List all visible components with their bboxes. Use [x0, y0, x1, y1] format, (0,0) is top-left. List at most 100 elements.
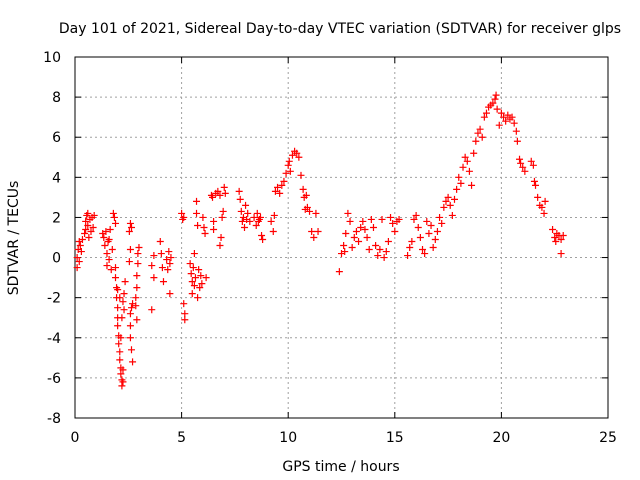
data-point: [87, 227, 95, 235]
data-point: [495, 121, 503, 129]
data-point: [299, 185, 307, 193]
data-point: [502, 117, 510, 125]
data-point: [508, 113, 516, 121]
axis-ticks: 0 5 10 15 20 25 -8 -6 -4 -2 0 2 4 6 8 10: [43, 50, 617, 446]
data-point: [527, 157, 535, 165]
data-point: [532, 181, 540, 189]
data-point: [376, 246, 384, 254]
data-point: [387, 213, 395, 221]
data-point: [127, 346, 135, 354]
data-point: [259, 236, 267, 244]
data-point: [513, 137, 521, 145]
data-point: [436, 213, 444, 221]
grid: [75, 57, 608, 418]
data-point: [166, 290, 174, 298]
data-point: [395, 215, 403, 223]
data-point: [180, 213, 188, 221]
x-tick-label: 15: [386, 430, 404, 446]
data-point: [109, 209, 117, 217]
data-point: [468, 181, 476, 189]
data-point: [217, 234, 225, 241]
data-point: [455, 173, 463, 181]
data-point: [476, 125, 484, 133]
data-point: [196, 284, 204, 292]
data-point: [76, 242, 84, 250]
data-point: [190, 282, 198, 290]
data-point: [236, 195, 244, 203]
data-point: [250, 213, 258, 221]
data-point: [156, 238, 164, 246]
data-point: [256, 213, 264, 221]
data-point: [278, 181, 286, 189]
data-point: [240, 223, 248, 231]
data-point: [516, 155, 524, 163]
data-point: [238, 217, 246, 225]
data-point: [410, 215, 418, 223]
data-point: [374, 252, 382, 260]
data-point: [541, 197, 549, 205]
data-point: [84, 209, 92, 217]
data-point: [355, 238, 363, 246]
data-point: [199, 213, 207, 221]
y-tick-label: 6: [52, 130, 61, 146]
data-point: [119, 378, 127, 386]
data-point: [510, 119, 518, 127]
data-point: [216, 191, 224, 199]
data-point: [419, 246, 427, 254]
data-point: [359, 217, 367, 225]
data-point: [444, 193, 452, 201]
y-tick-label: 10: [43, 50, 61, 66]
data-point: [253, 209, 261, 217]
data-point: [200, 223, 208, 231]
data-point: [308, 227, 316, 235]
data-point: [423, 217, 431, 225]
data-point: [178, 209, 186, 217]
data-point: [120, 306, 128, 314]
y-tick-label: -2: [47, 291, 61, 307]
data-point: [433, 227, 441, 235]
data-point: [363, 234, 371, 241]
data-point: [114, 304, 122, 312]
data-point: [293, 149, 301, 157]
data-point: [552, 238, 560, 246]
data-point: [406, 244, 414, 252]
data-point: [180, 300, 188, 308]
data-point: [431, 236, 439, 244]
y-tick-label: 0: [52, 251, 61, 267]
data-point: [302, 191, 310, 199]
data-point: [378, 215, 386, 223]
data-point: [252, 221, 260, 229]
data-point: [237, 207, 245, 215]
data-point: [521, 167, 529, 175]
data-point: [270, 211, 278, 219]
data-point: [380, 254, 388, 262]
data-point: [118, 382, 126, 390]
data-point: [114, 286, 122, 294]
data-point: [209, 193, 217, 201]
data-point: [341, 248, 349, 256]
data-point: [133, 272, 141, 280]
data-point: [463, 157, 471, 165]
data-point: [267, 217, 275, 225]
data-point: [119, 298, 127, 306]
data-point: [85, 234, 93, 241]
data-point: [288, 151, 296, 159]
data-point: [166, 260, 174, 268]
data-point: [101, 242, 109, 250]
data-point: [465, 167, 473, 175]
data-point: [297, 171, 305, 179]
data-point: [148, 306, 156, 314]
data-point: [389, 219, 397, 227]
data-point: [517, 159, 525, 167]
data-point: [81, 229, 89, 237]
data-point: [538, 203, 546, 211]
data-point: [416, 234, 424, 241]
data-point: [282, 169, 290, 177]
data-point: [480, 113, 488, 121]
data-point: [214, 187, 222, 195]
y-tick-label: -6: [47, 371, 61, 387]
data-point: [540, 209, 548, 217]
data-point: [165, 248, 173, 256]
